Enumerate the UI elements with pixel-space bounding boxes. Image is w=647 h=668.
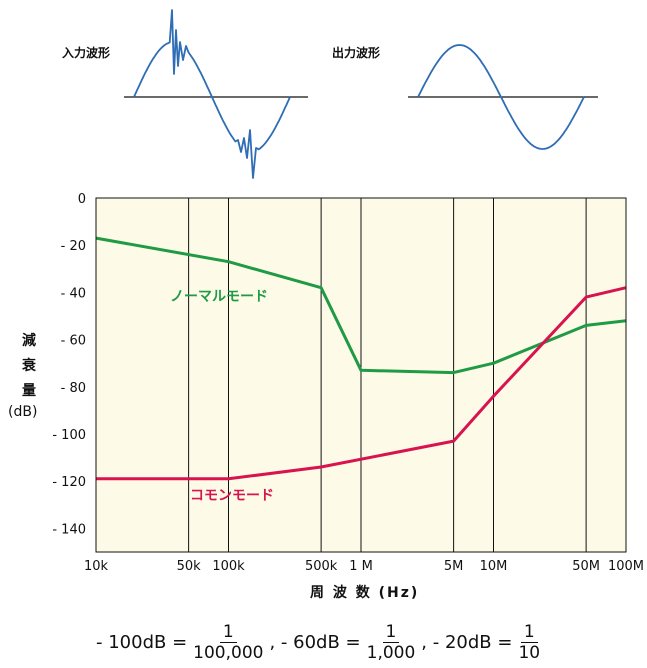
y-tick-label: - 40 <box>61 286 86 301</box>
x-tick-label: 5M <box>444 559 464 574</box>
input-waveform <box>133 9 291 179</box>
formula-fraction-1: 1 100,000 <box>193 622 263 663</box>
waveform-illustrations <box>124 9 598 179</box>
series-line-1 <box>95 236 627 375</box>
plot-frame <box>95 197 627 553</box>
formula-denominator-1: 100,000 <box>193 643 264 663</box>
formula-numerator-1: 1 <box>219 622 237 643</box>
y-tick-label: - 20 <box>61 239 86 254</box>
grid-lines <box>188 198 587 552</box>
y-tick-label: - 120 <box>52 475 86 490</box>
formula-numerator-2: 1 <box>382 622 400 643</box>
x-axis-title: 周 波 数 (Hz) <box>310 585 420 601</box>
series-label-1: ノーマルモード <box>170 289 268 305</box>
formula-lhs-2: , - 60dB = <box>269 632 361 653</box>
tick-labels: 10k 50k 100k 500k 1 M 5M 10M 50M 100M 0 - 20 - 40 - … <box>52 192 644 574</box>
y-axis-label-char-2: 衰 <box>22 358 36 374</box>
y-tick-label: - 80 <box>61 381 86 396</box>
series-label-2: コモンモード <box>190 488 274 504</box>
y-tick-label: 0 <box>78 192 86 207</box>
x-tick-label: 50k <box>177 559 202 574</box>
y-tick-label: - 140 <box>52 522 86 537</box>
x-tick-label: 500k <box>305 559 338 574</box>
y-axis-label-char-1: 減 <box>22 333 36 349</box>
formula-denominator-2: 1,000 <box>366 643 416 663</box>
formula-denominator-3: 10 <box>518 643 541 663</box>
y-axis-unit: (dB) <box>8 404 38 420</box>
input-waveform-label: 入力波形 <box>62 46 111 60</box>
y-tick-label: - 100 <box>52 428 86 443</box>
attenuation-formula: - 100dB = 1 100,000 , - 60dB = 1 1,000 ,… <box>96 622 540 663</box>
output-waveform <box>417 44 585 150</box>
output-waveform-label: 出力波形 <box>332 46 381 60</box>
formula-lhs-1: - 100dB = <box>96 632 188 653</box>
formula-lhs-3: , - 20dB = <box>421 632 513 653</box>
x-tick-label: 10M <box>480 559 508 574</box>
formula-fraction-2: 1 1,000 <box>367 622 416 663</box>
y-tick-label: - 60 <box>61 334 86 349</box>
formula-fraction-3: 1 10 <box>518 622 540 663</box>
y-axis-label-char-3: 量 <box>22 383 36 399</box>
series-line-2 <box>96 286 627 481</box>
x-tick-label: 100k <box>212 559 245 574</box>
x-tick-label: 100M <box>608 559 644 574</box>
formula-numerator-3: 1 <box>520 622 538 643</box>
x-tick-label: 1 M <box>349 559 373 574</box>
x-tick-label: 10k <box>84 559 109 574</box>
x-tick-label: 50M <box>572 559 600 574</box>
